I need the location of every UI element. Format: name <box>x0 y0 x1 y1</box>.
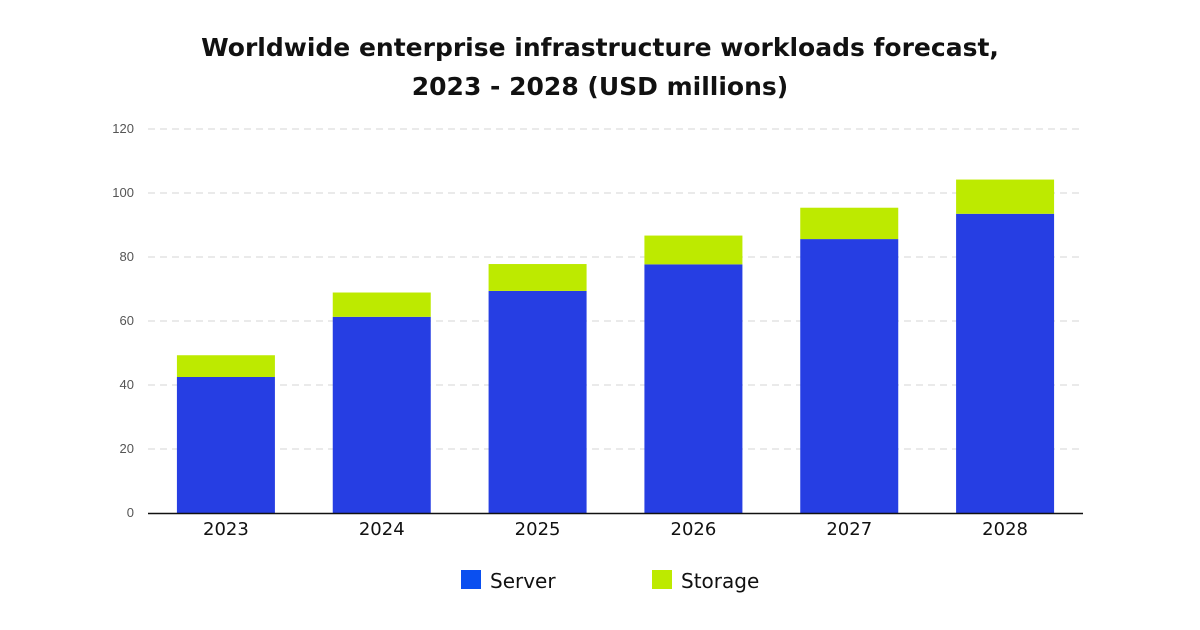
x-axis: 2023 2024 2025 2026 2027 2028 <box>148 512 1083 540</box>
bar-server-2028 <box>956 213 1055 514</box>
bar-server-2024 <box>332 316 431 513</box>
legend-swatch-storage <box>652 570 672 589</box>
y-tick-label-120: 120 <box>112 121 134 136</box>
x-tick-label-2023: 2023 <box>203 519 249 540</box>
y-tick-label-100: 100 <box>112 185 134 200</box>
bar-storage-2026 <box>644 235 743 265</box>
y-axis: 0 20 40 60 80 100 120 <box>112 121 134 520</box>
legend-swatch-server <box>461 570 481 589</box>
x-tick-label-2025: 2025 <box>515 519 561 540</box>
bar-storage-2023 <box>176 355 275 377</box>
x-tick-label-2027: 2027 <box>826 519 872 540</box>
y-tick-label-40: 40 <box>120 377 134 392</box>
bar-storage-2028 <box>956 179 1055 214</box>
bar-server-2026 <box>644 264 743 513</box>
legend: Server Storage <box>461 569 759 593</box>
x-tick-label-2024: 2024 <box>359 519 405 540</box>
chart-title-line-2: 2023 - 2028 (USD millions) <box>412 72 788 101</box>
bar-storage-2027 <box>800 207 899 240</box>
legend-label-server: Server <box>490 569 556 593</box>
y-tick-label-0: 0 <box>127 505 134 520</box>
chart-title: Worldwide enterprise infrastructure work… <box>201 33 999 101</box>
bar-server-2025 <box>488 290 587 513</box>
gridlines <box>148 128 1083 450</box>
bar-storage-2025 <box>488 264 587 291</box>
chart-title-line-1: Worldwide enterprise infrastructure work… <box>201 33 999 62</box>
bars <box>176 179 1055 514</box>
x-tick-label-2028: 2028 <box>982 519 1028 540</box>
legend-label-storage: Storage <box>681 569 759 593</box>
bar-server-2023 <box>176 377 275 513</box>
y-tick-label-60: 60 <box>120 313 134 328</box>
bar-server-2027 <box>800 239 899 513</box>
bar-storage-2024 <box>332 292 431 317</box>
x-tick-label-2026: 2026 <box>671 519 717 540</box>
y-tick-label-80: 80 <box>120 249 134 264</box>
y-tick-label-20: 20 <box>120 441 134 456</box>
